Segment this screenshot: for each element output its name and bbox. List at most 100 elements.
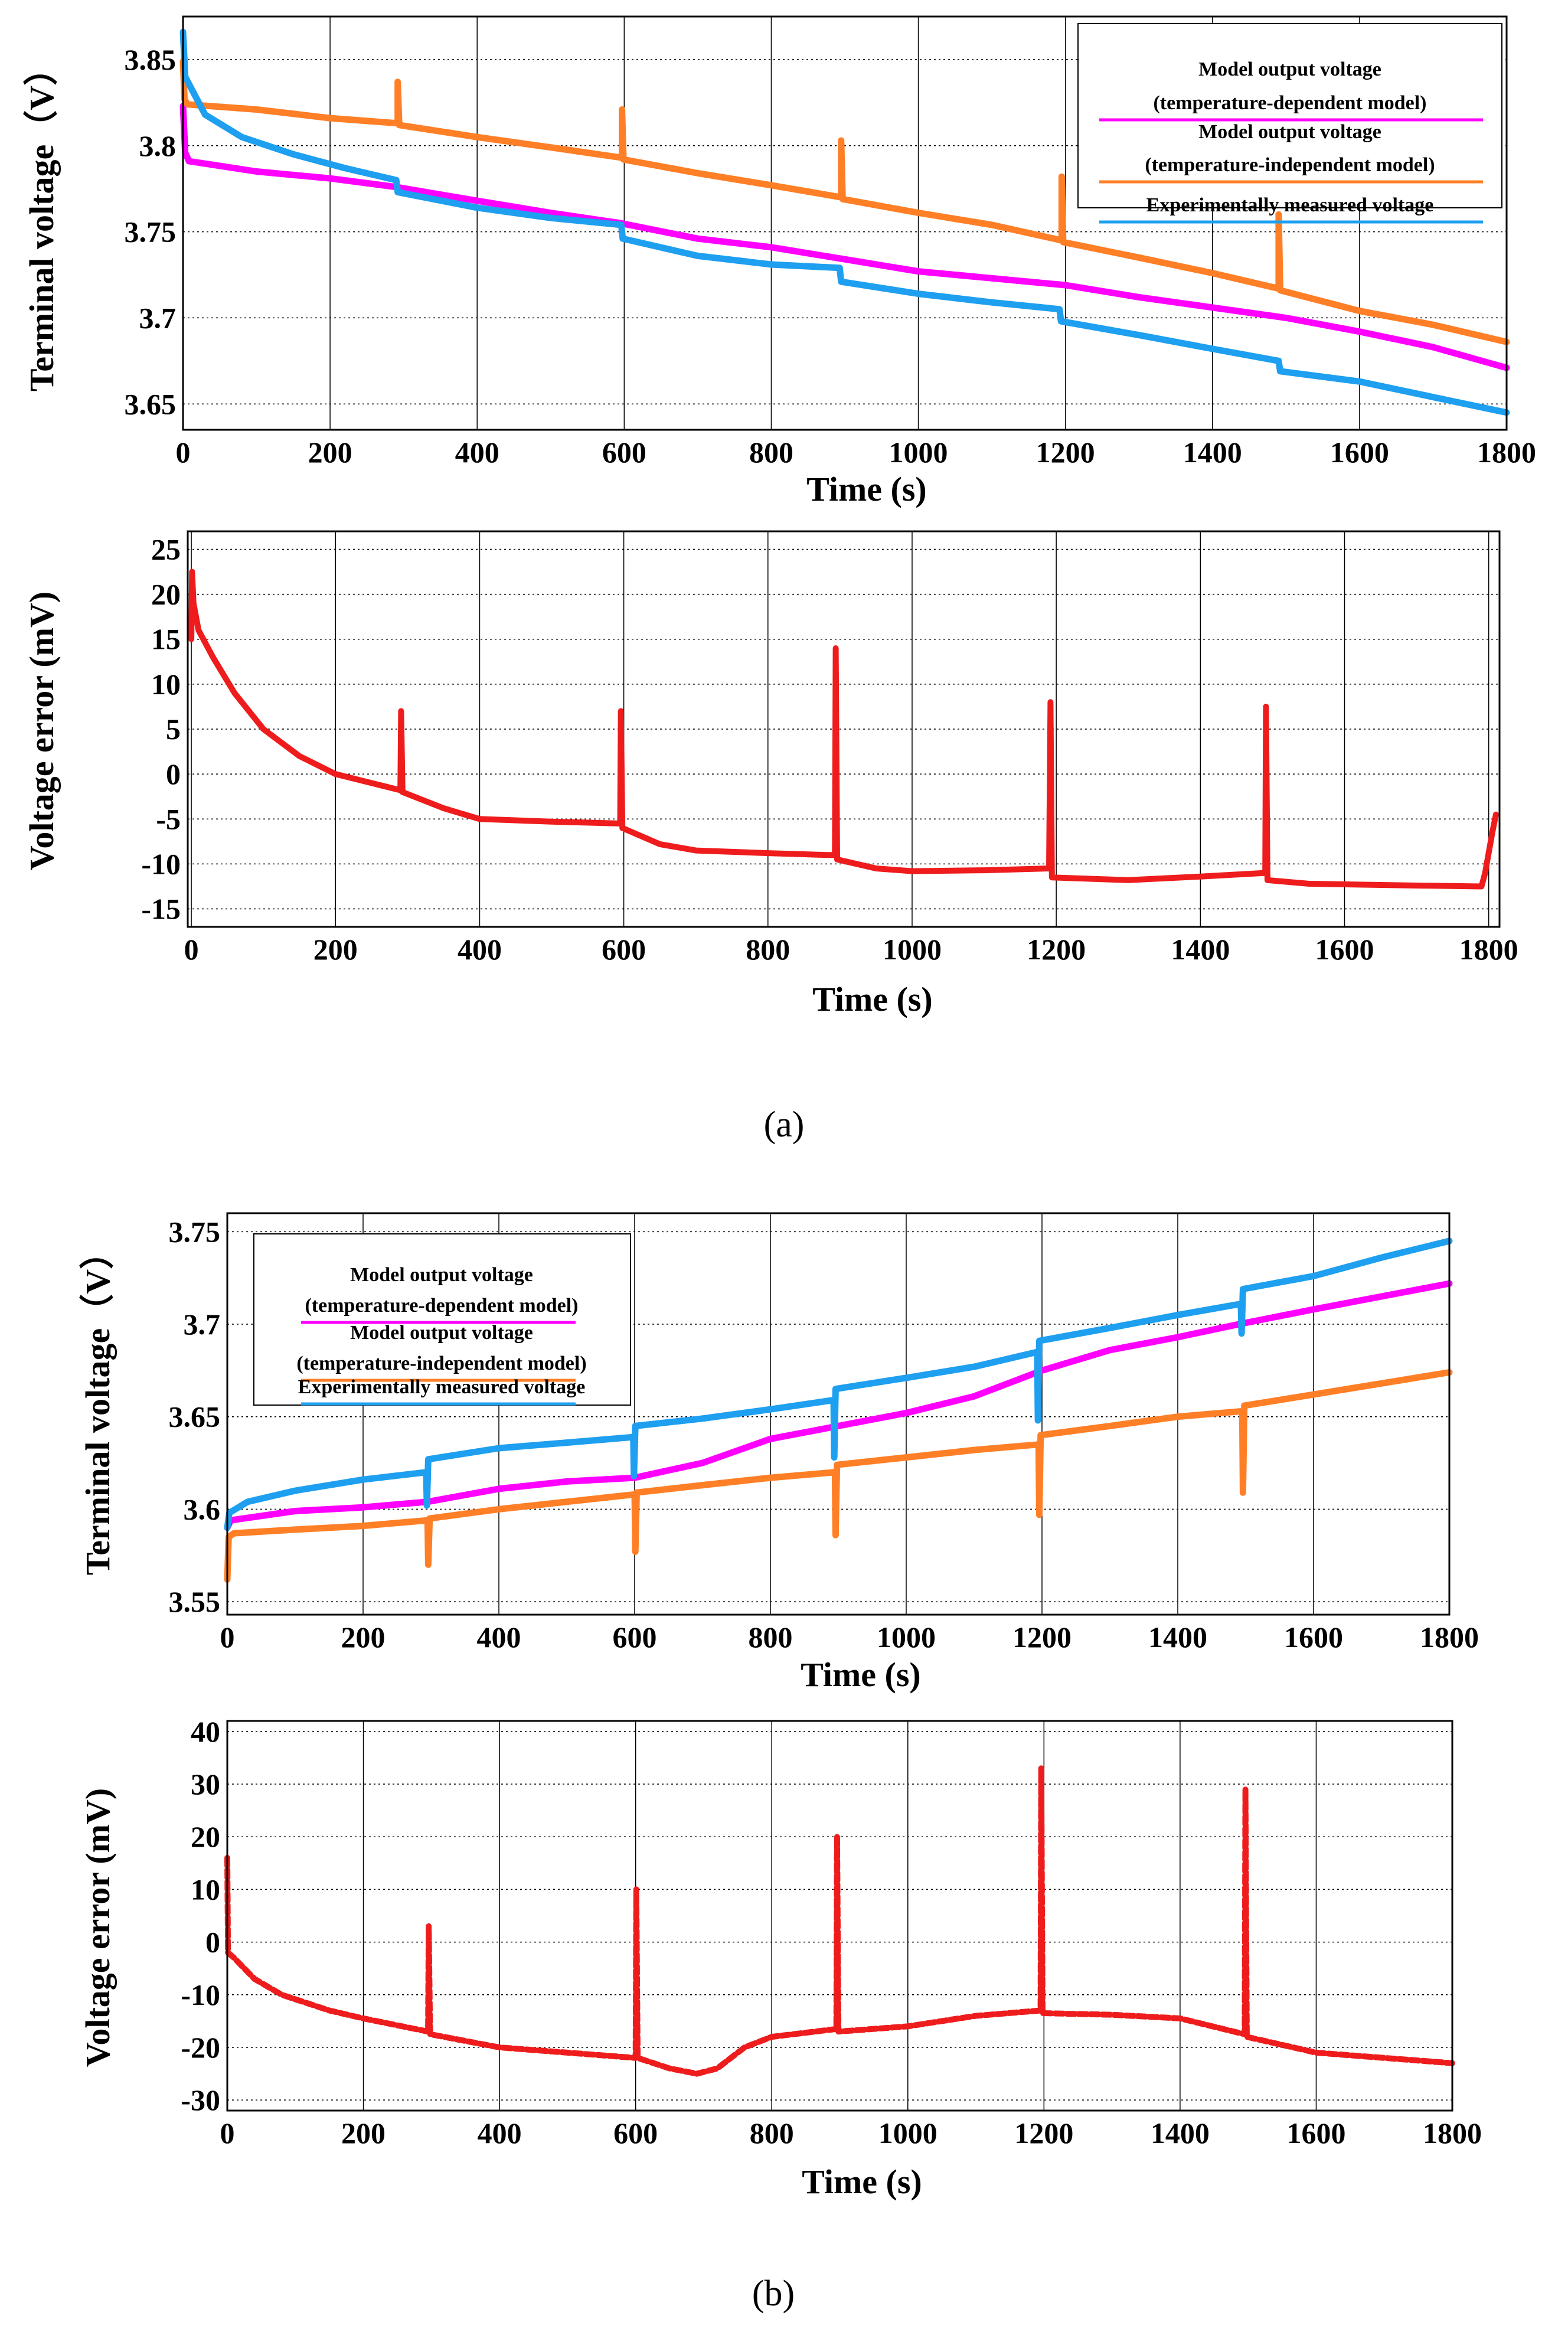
y-tick-label: 30 [191, 1768, 220, 1801]
y-tick-label: 3.8 [139, 129, 177, 162]
y-tick-label: 3.6 [184, 1492, 221, 1526]
y-tick-label: -20 [181, 2031, 220, 2064]
x-tick-label: 1600 [1284, 1621, 1343, 1654]
y-tick-labels: -15 -10 -5 0 5 10 15 20 25 [141, 533, 181, 925]
y-tick-label: 25 [151, 533, 181, 566]
series-line-2 [224, 1237, 1453, 1531]
chart-b-terminal-voltage: 0 200 400 600 800 1000 1200 1400 1600 1800 3.553.… [79, 1212, 1479, 1694]
legend-label: Model output voltage [350, 1264, 533, 1286]
plot-frame [187, 530, 1501, 928]
x-tick-label: 1800 [1423, 2116, 1482, 2150]
x-tick-label: 200 [341, 1621, 386, 1654]
x-tick-labels: 0 200 400 600 800 1000 1200 1400 1600 1800 [220, 1621, 1479, 1654]
x-tick-label: 800 [750, 2116, 794, 2150]
x-tick-label: 1800 [1459, 933, 1518, 966]
x-tick-label: 1200 [1027, 933, 1086, 966]
x-tick-label: 800 [749, 436, 793, 469]
y-tick-label: -10 [141, 847, 181, 880]
caption-b-text: (b) [752, 2274, 795, 2314]
x-axis-label: Time (s) [812, 980, 933, 1018]
x-tick-labels: 0 200 400 600 800 1000 1200 1400 1600 1800 [176, 436, 1537, 469]
x-tick-label: 800 [746, 933, 790, 966]
y-tick-label: 10 [151, 668, 181, 701]
y-tick-label: -10 [181, 1978, 220, 2011]
legend-label: Experimentally measured voltage [298, 1376, 586, 1398]
x-tick-label: 1200 [1014, 2116, 1073, 2150]
y-tick-label: 0 [205, 1926, 220, 1959]
y-tick-label: 3.7 [184, 1308, 221, 1341]
y-tick-label: 3.85 [125, 43, 177, 76]
y-tick-label: -15 [141, 893, 181, 926]
x-tick-labels: 0 200 400 600 800 1000 1200 1400 1600 1800 [220, 2116, 1482, 2150]
series-line-0 [224, 1280, 1453, 1531]
x-tick-label: 400 [455, 436, 499, 469]
y-tick-labels: 3.55 3.6 3.65 3.7 3.75 [169, 1215, 221, 1618]
y-axis-label: Terminal voltage（V） [22, 51, 61, 391]
x-tick-label: 0 [176, 436, 191, 469]
y-tick-label: 40 [191, 1715, 220, 1748]
series-line-1 [224, 1369, 1453, 1583]
legend-label: (temperature-independent model) [1145, 154, 1435, 176]
x-tick-label: 200 [313, 933, 358, 966]
x-tick-label: 1600 [1286, 2116, 1345, 2150]
x-tick-label: 1200 [1036, 436, 1095, 469]
plot-frame [226, 1720, 1453, 2112]
legend-box [253, 1233, 631, 1406]
legend-box [1077, 23, 1502, 208]
legend-label: (temperature-dependent model) [1153, 92, 1426, 114]
x-axis-label: Time (s) [802, 2163, 922, 2201]
x-tick-label: 1400 [1171, 933, 1230, 966]
series-layer [224, 1765, 1455, 2077]
legend-label: (temperature-independent model) [296, 1353, 586, 1374]
series-layer [188, 569, 1499, 890]
x-tick-label: 1200 [1012, 1621, 1072, 1654]
x-tick-label: 1600 [1315, 933, 1374, 966]
series-line-0 [224, 1765, 1455, 2077]
chart-b-voltage-error: 0 200 400 600 800 1000 1200 1400 1600 1800 -30-20… [79, 1715, 1482, 2201]
y-tick-label: 3.55 [169, 1585, 221, 1618]
x-tick-labels: 0 200 400 600 800 1000 1200 1400 1600 1800 [184, 933, 1518, 966]
y-tick-label: 3.65 [125, 387, 177, 420]
x-tick-label: 0 [220, 1621, 235, 1654]
legend-label: Experimentally measured voltage [1146, 194, 1434, 216]
x-tick-label: 400 [478, 2116, 522, 2150]
x-tick-label: 1600 [1330, 436, 1389, 469]
y-tick-label: 10 [191, 1873, 220, 1906]
x-tick-label: 600 [613, 2116, 658, 2150]
legend: Model output voltage (temperature-depende… [253, 1233, 631, 1406]
legend-label: Model output voltage [350, 1322, 533, 1344]
y-tick-label: 3.75 [169, 1215, 221, 1248]
x-tick-label: 1000 [877, 1621, 936, 1654]
series-layer [224, 1237, 1453, 1583]
y-axis-label: Voltage error (mV) [22, 592, 61, 870]
y-tick-label: 3.65 [169, 1400, 221, 1433]
y-tick-label: 15 [151, 623, 181, 656]
caption-a-text: (a) [764, 1105, 805, 1145]
x-tick-label: 800 [749, 1621, 793, 1654]
y-tick-label: 3.75 [125, 215, 177, 249]
caption-b: (b) [752, 2274, 795, 2314]
y-tick-label: 3.7 [139, 301, 177, 334]
y-tick-label: 20 [191, 1820, 220, 1853]
y-tick-label: -5 [156, 802, 181, 835]
y-axis-label: Voltage error (mV) [79, 1788, 117, 2067]
series-line-2 [179, 28, 1510, 416]
x-tick-label: 200 [308, 436, 352, 469]
series-line-1 [179, 58, 1510, 345]
legend-label: Model output voltage [1198, 121, 1381, 143]
y-tick-label: -30 [181, 2083, 220, 2116]
x-tick-label: 200 [341, 2116, 386, 2150]
x-tick-label: 1800 [1420, 1621, 1479, 1654]
plot-frame [182, 15, 1508, 431]
x-tick-label: 0 [220, 2116, 235, 2150]
x-tick-label: 1400 [1151, 2116, 1210, 2150]
chart-a-voltage-error: 0 200 400 600 800 1000 1200 1400 1600 1800 -15-10… [22, 530, 1518, 1018]
x-tick-label: 1800 [1477, 436, 1536, 469]
x-tick-label: 1000 [889, 436, 948, 469]
caption-a: (a) [764, 1105, 805, 1145]
plot-frame [226, 1212, 1451, 1616]
series-layer [179, 28, 1510, 416]
legend-label: Model output voltage [1198, 58, 1381, 80]
x-tick-label: 600 [602, 933, 646, 966]
